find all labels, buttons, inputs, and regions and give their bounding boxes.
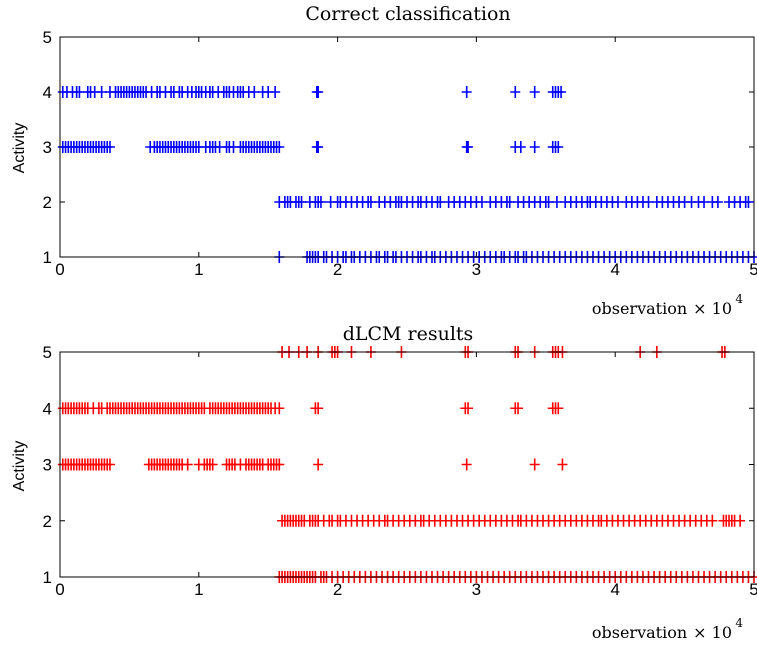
y-tick-label: 2 [43,193,52,212]
panel-correct-classification: Correct classification Activity 0 1 2 3 4 512… [11,3,757,318]
x-axis-label-text: observation [592,623,687,642]
data-point [313,86,324,98]
x-tick-label: 4 [610,260,619,279]
data-point [513,402,524,415]
x-tick-label: 1 [194,580,203,599]
data-point [553,141,564,153]
data-point [315,196,326,208]
y-tick-label: 5 [43,343,52,362]
y-tick-label: 5 [43,28,52,47]
x-axis-multiplier: × 10 [693,623,732,642]
y-tick-label: 1 [43,248,52,267]
data-point [510,86,521,98]
data-point [274,402,285,415]
data-point [743,196,754,208]
y-tick-label: 3 [43,138,52,157]
data-point [104,458,115,471]
data-point [463,141,474,153]
y-axis-label: Activity [11,123,28,174]
plot-frame [59,36,755,258]
series-activity-2 [277,514,746,527]
data-point [313,402,324,415]
x-axis-label-text: observation [592,299,687,318]
data-point [707,514,718,527]
x-tick-label: 4 [610,580,619,599]
data-point [274,458,285,471]
y-tick-label: 2 [43,512,52,531]
chart-title: Correct classification [305,3,510,25]
series-activity-3 [57,141,564,153]
x-tick-label: 1 [194,260,203,279]
data-markers [57,86,757,263]
data-point [461,86,472,98]
y-tick-label: 4 [43,83,52,102]
x-tick-label: 2 [333,580,342,599]
series-activity-2 [274,196,754,208]
x-axis-exponent: 4 [735,292,743,306]
y-tick-label: 3 [43,456,52,475]
x-tick-label: 0 [55,260,64,279]
x-axis-multiplier: × 10 [693,299,732,318]
x-tick-label: 3 [472,260,481,279]
data-point [553,402,564,415]
data-point [556,86,567,98]
data-point [274,141,285,153]
data-point [463,402,474,415]
data-point [313,141,324,153]
data-point [313,458,324,471]
plot-frame [59,351,755,578]
x-axis-label: observation × 10 [592,299,732,318]
chart-title: dLCM results [343,323,474,345]
data-point [207,458,218,471]
y-tick-label: 1 [43,568,52,587]
data-point [515,141,526,153]
x-tick-label: 5 [749,260,757,279]
data-point [529,86,540,98]
x-axis-exponent: 4 [735,616,743,630]
y-axis-label: Activity [11,441,28,492]
x-tick-label: 3 [472,580,481,599]
data-point [182,458,193,471]
data-point [104,141,115,153]
data-point [712,196,723,208]
y-tick-label: 4 [43,399,52,418]
data-point [461,458,472,471]
x-tick-label: 0 [55,580,64,599]
data-point [270,86,281,98]
series-activity-3 [57,458,568,471]
data-point [529,458,540,471]
data-point [735,514,746,527]
series-activity-4 [57,86,567,98]
series-activity-4 [57,402,564,415]
data-point [529,141,540,153]
x-tick-label: 5 [749,580,757,599]
data-point [557,458,568,471]
data-markers [57,346,757,583]
x-axis-label: observation × 10 [592,623,732,642]
x-tick-label: 2 [333,260,342,279]
